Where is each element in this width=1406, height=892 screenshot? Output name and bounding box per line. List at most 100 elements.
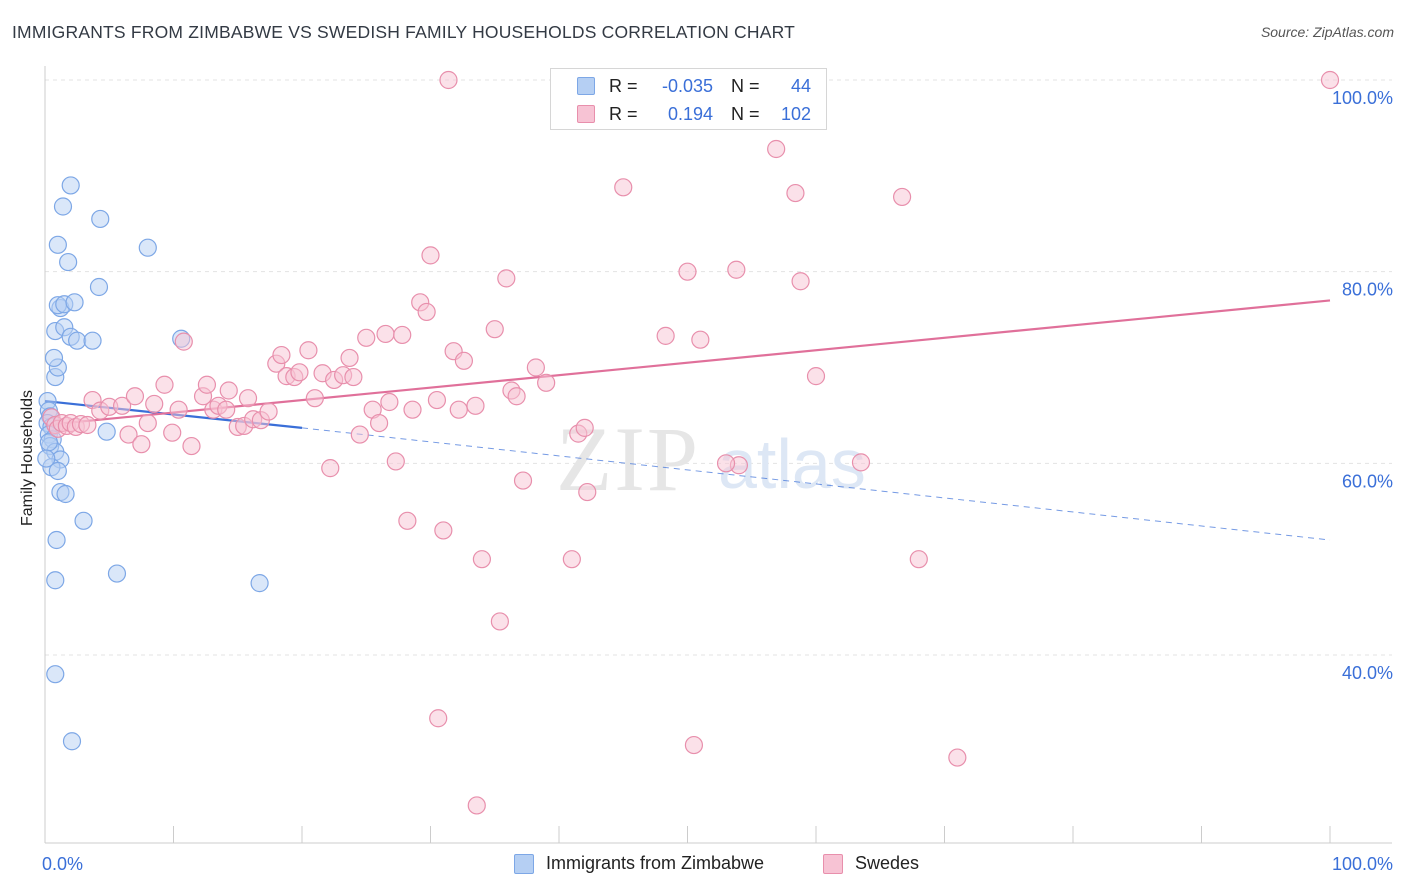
point-swedes	[155, 375, 174, 394]
point-swedes	[427, 390, 447, 410]
point-swedes	[449, 400, 468, 419]
point-swedes	[357, 328, 376, 347]
n-value-zimbabwe: 44	[790, 76, 811, 96]
swatch-swedes	[577, 105, 595, 123]
point-zimbabwe	[37, 449, 56, 468]
point-swedes	[321, 459, 340, 478]
point-swedes	[434, 521, 453, 540]
point-zimbabwe	[250, 574, 269, 593]
point-swedes	[806, 367, 826, 386]
point-swedes	[380, 392, 399, 412]
point-swedes	[786, 183, 805, 203]
point-swedes	[948, 748, 967, 767]
point-zimbabwe	[97, 422, 116, 441]
y-tick-label: 80.0%	[1342, 280, 1393, 300]
series-legend: Immigrants from Zimbabwe Swedes	[0, 852, 1406, 878]
legend-swatch-swedes	[823, 854, 843, 874]
point-zimbabwe	[91, 209, 110, 229]
swatch-zimbabwe	[577, 77, 595, 95]
point-swedes	[466, 396, 485, 415]
chart-title: IMMIGRANTS FROM ZIMBABWE VS SWEDISH FAMI…	[12, 22, 795, 42]
point-swedes	[439, 70, 458, 90]
point-swedes	[132, 435, 151, 454]
point-swedes	[272, 345, 291, 365]
trend-line-zimbabwe-extension	[301, 427, 1331, 541]
point-zimbabwe	[46, 571, 65, 590]
n-label: N =	[731, 76, 760, 96]
point-swedes	[417, 302, 436, 322]
n-value-swedes: 102	[780, 104, 811, 124]
point-swedes	[485, 320, 504, 339]
point-swedes	[174, 332, 193, 351]
legend-label-zimbabwe: Immigrants from Zimbabwe	[546, 853, 765, 873]
point-swedes	[403, 400, 422, 419]
point-swedes	[656, 326, 675, 345]
point-swedes	[691, 330, 710, 349]
point-swedes	[182, 436, 201, 456]
point-zimbabwe	[44, 348, 64, 368]
point-swedes	[497, 269, 516, 288]
stats-legend: R = -0.035 N = 44 R = 0.194 N = 102	[550, 68, 827, 130]
n-label: N =	[731, 104, 760, 124]
point-swedes	[219, 381, 238, 400]
point-zimbabwe	[65, 293, 84, 312]
point-swedes	[259, 402, 278, 421]
point-swedes	[614, 178, 633, 197]
point-swedes	[163, 423, 182, 442]
point-zimbabwe	[138, 238, 157, 257]
watermark: ZIP atlas	[556, 408, 866, 510]
point-swedes	[169, 400, 188, 419]
point-swedes	[678, 262, 697, 281]
point-zimbabwe	[48, 235, 67, 254]
point-swedes	[575, 418, 594, 437]
point-swedes	[526, 358, 545, 377]
point-swedes	[376, 324, 395, 344]
source-label: Source: ZipAtlas.com	[1260, 24, 1394, 40]
legend-label-swedes: Swedes	[855, 853, 920, 873]
point-swedes	[290, 363, 309, 382]
point-swedes	[305, 389, 324, 408]
point-swedes	[393, 325, 412, 345]
point-zimbabwe	[83, 331, 102, 350]
point-zimbabwe	[62, 732, 82, 751]
point-swedes	[467, 796, 486, 815]
point-swedes	[238, 389, 258, 408]
point-swedes	[350, 425, 369, 444]
r-label: R =	[609, 104, 638, 124]
point-zimbabwe	[48, 461, 67, 481]
point-zimbabwe	[47, 530, 66, 550]
point-swedes	[909, 550, 928, 569]
point-zimbabwe	[74, 511, 93, 530]
point-swedes	[507, 387, 526, 406]
point-zimbabwe	[68, 331, 87, 350]
point-swedes	[125, 387, 145, 406]
point-swedes	[684, 735, 704, 755]
r-label: R =	[609, 76, 638, 96]
point-zimbabwe	[89, 277, 109, 297]
y-tick-label: 60.0%	[1342, 471, 1393, 491]
point-swedes	[197, 375, 217, 394]
point-swedes	[344, 367, 363, 387]
tick-labels: 40.0% 60.0% 80.0% 100.0% 0.0% 100.0%	[42, 88, 1393, 874]
point-swedes	[217, 400, 236, 419]
point-swedes	[513, 471, 533, 490]
r-value-zimbabwe: -0.035	[661, 76, 713, 96]
point-swedes	[78, 415, 97, 435]
gridlines	[45, 79, 1392, 656]
point-swedes	[340, 348, 359, 368]
point-swedes	[851, 453, 871, 472]
point-swedes	[429, 709, 448, 728]
stats-row-zimbabwe: R = -0.035 N = 44	[551, 71, 826, 101]
point-swedes	[1320, 70, 1340, 90]
point-zimbabwe	[53, 197, 73, 216]
point-swedes	[421, 246, 440, 265]
x-tick-label: 0.0%	[42, 854, 83, 874]
point-zimbabwe	[61, 176, 80, 195]
point-swedes	[112, 396, 132, 415]
y-tick-label: 40.0%	[1342, 663, 1393, 683]
x-tick-label: 100.0%	[1332, 854, 1393, 874]
point-swedes	[767, 139, 786, 159]
point-swedes	[716, 454, 736, 473]
point-swedes	[299, 341, 318, 360]
